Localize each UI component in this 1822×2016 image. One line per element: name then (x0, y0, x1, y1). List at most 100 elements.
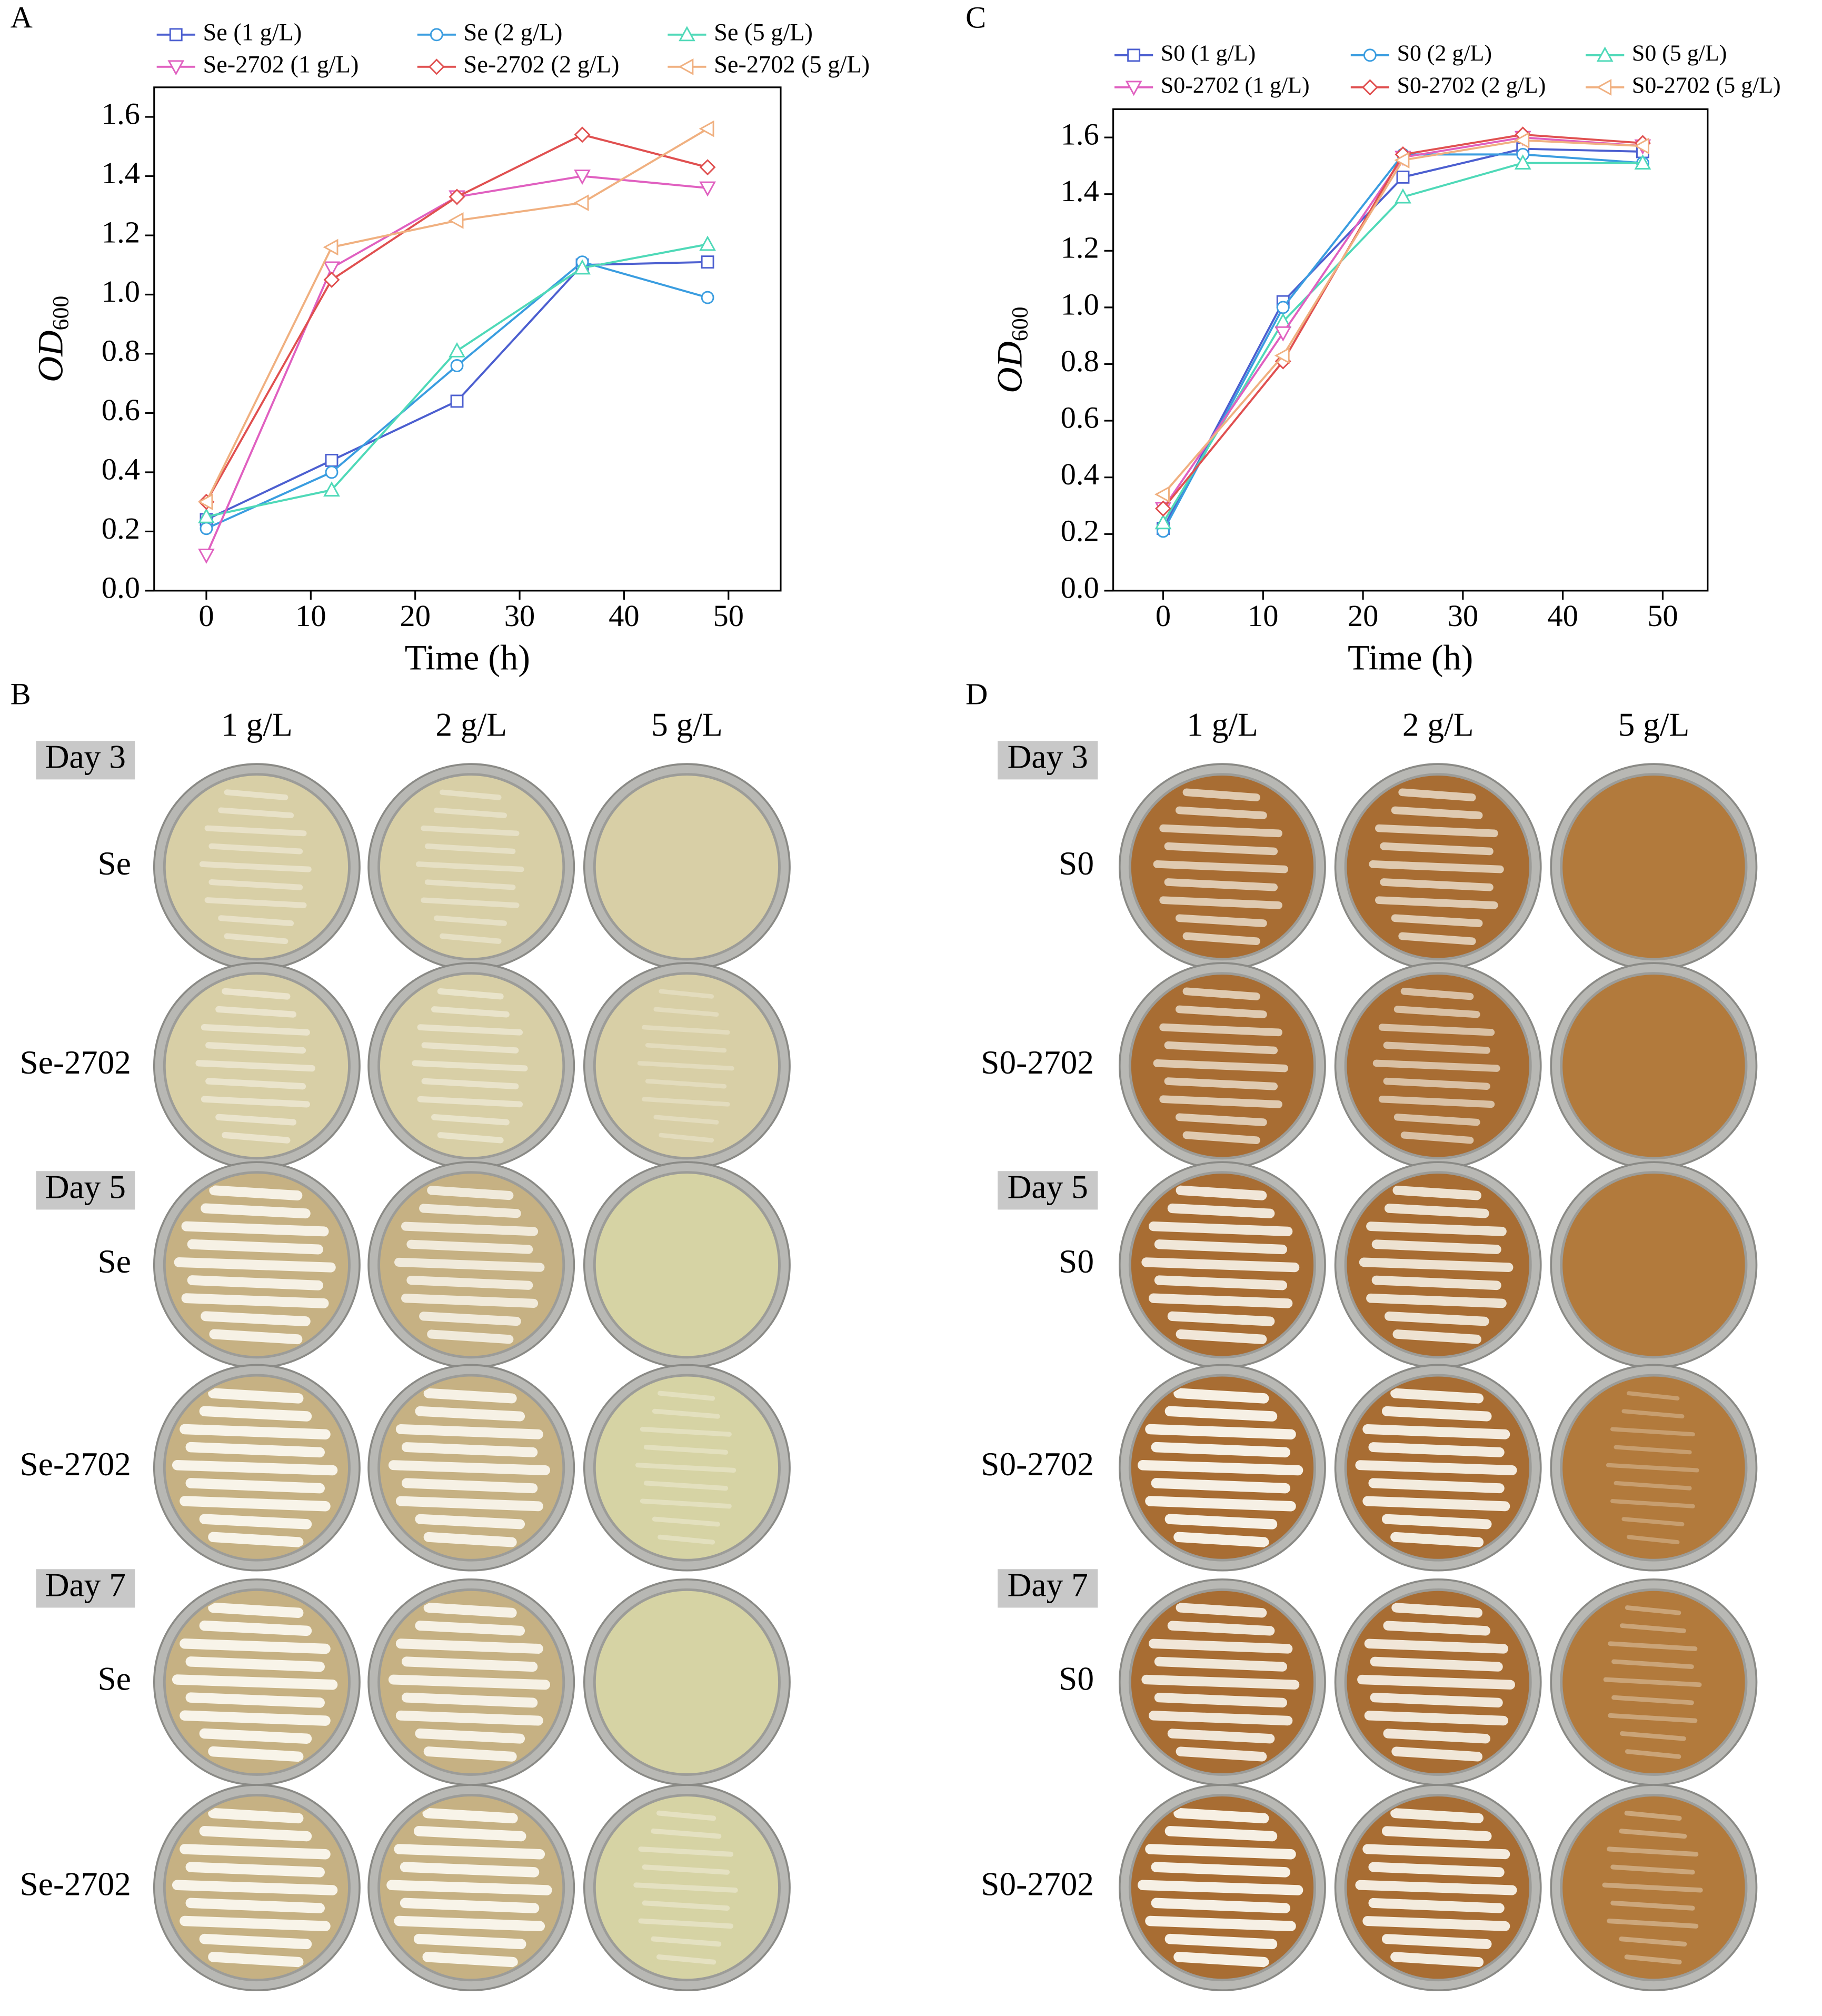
y-axis-title-sub: 600 (1008, 306, 1033, 341)
colony-streak (1159, 1095, 1282, 1108)
y-tick-label: 0.4 (102, 452, 140, 486)
marker (699, 181, 716, 197)
marker (198, 508, 215, 523)
colony-streak (201, 1311, 311, 1327)
colony-streak (658, 1534, 715, 1545)
colony-streak (394, 1257, 545, 1272)
plate-edge (1128, 1588, 1316, 1776)
legend-label: Se (1 g/L) (203, 19, 302, 46)
plate-edge (593, 1374, 781, 1562)
colony-streak (1151, 1862, 1290, 1878)
plate-edge (1344, 1171, 1532, 1359)
plate-edge (163, 1794, 351, 1982)
colony-streak (1368, 1898, 1505, 1913)
marker (699, 159, 716, 176)
colony-streak (1378, 1095, 1495, 1108)
colony-streak (1368, 1442, 1505, 1457)
y-tick-label: 1.0 (102, 274, 140, 309)
marker (1154, 486, 1170, 503)
colony-streak (1380, 842, 1494, 856)
colony-streak (1141, 1674, 1300, 1690)
colony-streak (1176, 1329, 1267, 1344)
colony-streak (215, 1006, 297, 1018)
colony-streak (1364, 1711, 1509, 1726)
colony-streak (199, 1826, 312, 1842)
colony-streak (645, 1079, 727, 1089)
colony-streak (208, 1952, 304, 1968)
colony-streak (437, 1132, 504, 1144)
colony-streak (653, 1115, 719, 1125)
colony-streak (1145, 1496, 1296, 1512)
plate-edge (1560, 773, 1748, 961)
colony-streak (423, 1388, 517, 1404)
plate-edge (1344, 773, 1532, 961)
colony-streak (201, 1024, 310, 1036)
colony-streak (1375, 824, 1498, 838)
colony-streak (421, 825, 520, 836)
colony-streak (424, 843, 516, 855)
colony-streak (643, 1481, 729, 1491)
x-tick-label: 20 (1348, 599, 1379, 633)
colony-streak (395, 1496, 543, 1512)
colony-streak (1355, 1460, 1517, 1475)
colony-streak (645, 1042, 727, 1053)
marker (325, 465, 338, 479)
plate-agar (379, 973, 564, 1158)
plate-edge (377, 1171, 565, 1359)
colony-streak (1610, 1900, 1695, 1911)
plate-edge (593, 1794, 781, 1982)
colony-streak (1145, 1915, 1296, 1932)
colony-streak (185, 1442, 325, 1458)
colony-streak (199, 1406, 312, 1422)
colony-streak (401, 1294, 539, 1308)
colony-streak (1603, 1677, 1702, 1687)
colony-streak (1145, 1424, 1296, 1439)
row-label: Se-2702 (20, 1865, 131, 1903)
y-tick-label: 1.2 (102, 215, 140, 249)
colony-streak (659, 1133, 714, 1143)
colony-streak (413, 1933, 526, 1950)
column-header: 2 g/L (435, 706, 507, 743)
plate-edge (163, 1588, 351, 1776)
colony-streak (1625, 1749, 1681, 1759)
legend-marker (1125, 81, 1142, 96)
day-label: Day 7 (45, 1566, 126, 1603)
x-tick-label: 10 (295, 599, 326, 633)
colony-streak (1626, 1391, 1680, 1401)
colony-streak (224, 933, 288, 945)
plot-frame (1112, 108, 1709, 592)
colony-streak (1167, 1621, 1275, 1636)
y-axis-title-main: OD (989, 341, 1029, 393)
y-tick-label: 0.2 (1061, 514, 1099, 548)
legend-label: S0-2702 (1 g/L) (1161, 73, 1310, 98)
colony-streak (656, 1954, 716, 1965)
colony-streak (1141, 1257, 1300, 1273)
colony-streak (638, 1846, 734, 1857)
plate-edge (1560, 1588, 1748, 1776)
colony-streak (209, 1185, 303, 1201)
colony-streak (187, 1275, 323, 1290)
plate-edge (1560, 1171, 1748, 1359)
plate-edge (1560, 1374, 1748, 1562)
colony-streak (1359, 1257, 1514, 1272)
colony-streak (423, 1532, 517, 1547)
plate-edge (377, 1794, 565, 1982)
colony-streak (1182, 987, 1260, 1000)
series-line (206, 261, 708, 521)
marker (699, 235, 716, 251)
colony-streak (1369, 860, 1504, 873)
colony-streak (422, 1952, 518, 1968)
x-axis-title: Time (h) (405, 638, 530, 678)
colony-streak (1393, 1006, 1480, 1018)
day-box (36, 741, 135, 780)
colony-streak (1371, 1239, 1501, 1254)
legend-label: Se-2702 (2 g/L) (464, 51, 620, 78)
colony-streak (415, 1406, 525, 1422)
legend-marker (169, 28, 183, 42)
legend-marker (1361, 79, 1378, 96)
colony-streak (1608, 1713, 1698, 1723)
legend-marker (1596, 46, 1614, 62)
y-axis-title: OD600 (30, 296, 73, 382)
colony-streak (172, 1674, 338, 1690)
colony-streak (434, 915, 507, 926)
